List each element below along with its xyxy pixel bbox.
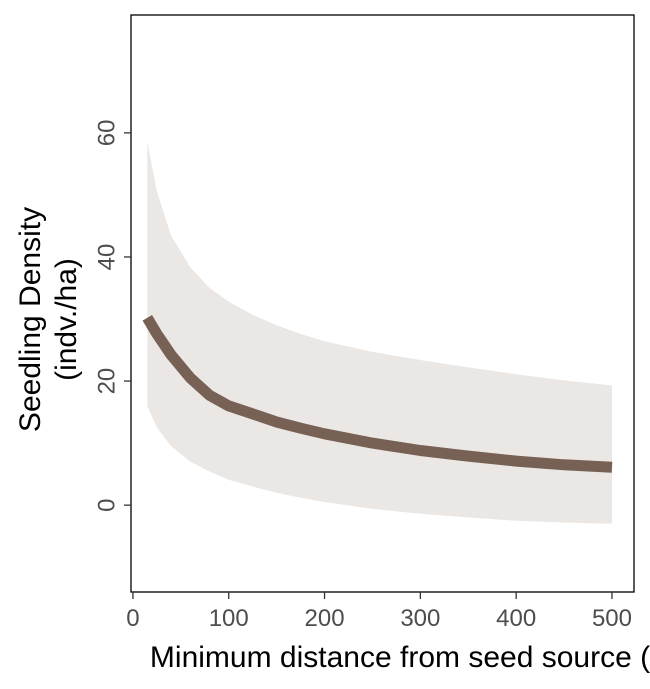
fit-line-layer [142, 314, 613, 473]
y-tick-label: 0 [94, 498, 121, 511]
x-tick-label: 0 [126, 605, 139, 632]
x-tick-label: 200 [305, 605, 345, 632]
y-axis-title-line-1: Seedling Density [14, 207, 47, 432]
x-tick-label: 300 [400, 605, 440, 632]
confidence-ribbon [147, 141, 613, 524]
y-tick-label: 40 [94, 244, 121, 271]
x-tick-label: 100 [209, 605, 249, 632]
confidence-ribbon-layer [147, 141, 613, 524]
x-axis: 0 100 200 300 400 500 [126, 592, 632, 632]
plot-frame [130, 14, 635, 593]
x-tick-label: 500 [592, 605, 632, 632]
y-axis-title-line-2: (indv./ha) [50, 258, 83, 381]
y-axis: 0 20 40 60 [94, 120, 131, 512]
x-axis-title: Minimum distance from seed source (m) [150, 641, 650, 674]
x-tick-label: 400 [496, 605, 536, 632]
y-tick-label: 60 [94, 120, 121, 147]
y-tick-label: 20 [94, 368, 121, 395]
y-axis-title: Seedling Density (indv./ha) [14, 207, 83, 432]
fit-line [142, 314, 613, 473]
